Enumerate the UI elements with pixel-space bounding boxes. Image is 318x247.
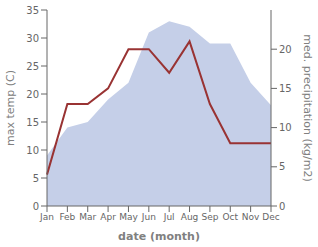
svg-text:Dec: Dec — [262, 212, 279, 222]
svg-text:Feb: Feb — [59, 212, 75, 222]
svg-text:Jan: Jan — [39, 212, 54, 222]
svg-text:35: 35 — [26, 5, 39, 16]
svg-text:30: 30 — [26, 33, 39, 44]
svg-text:Mar: Mar — [79, 212, 96, 222]
svg-text:Oct: Oct — [222, 212, 238, 222]
svg-text:Jul: Jul — [163, 212, 175, 222]
svg-text:Apr: Apr — [100, 212, 116, 222]
svg-text:10: 10 — [279, 122, 292, 133]
svg-text:10: 10 — [26, 145, 39, 156]
svg-text:15: 15 — [26, 117, 39, 128]
svg-text:date (month): date (month) — [118, 230, 200, 243]
svg-text:5: 5 — [33, 173, 39, 184]
svg-text:0: 0 — [279, 201, 285, 212]
svg-text:Sep: Sep — [201, 212, 218, 222]
svg-text:Nov: Nov — [242, 212, 260, 222]
svg-text:Jun: Jun — [141, 212, 156, 222]
svg-text:0: 0 — [33, 201, 39, 212]
svg-text:med. precipitation (kg/m2): med. precipitation (kg/m2) — [301, 34, 310, 182]
svg-text:25: 25 — [26, 61, 39, 72]
svg-text:20: 20 — [279, 44, 292, 55]
svg-text:5: 5 — [279, 161, 285, 172]
svg-text:Aug: Aug — [181, 212, 199, 222]
svg-text:May: May — [119, 212, 138, 222]
svg-text:15: 15 — [279, 83, 292, 94]
svg-text:max temp (C): max temp (C) — [8, 70, 17, 146]
svg-text:20: 20 — [26, 89, 39, 100]
